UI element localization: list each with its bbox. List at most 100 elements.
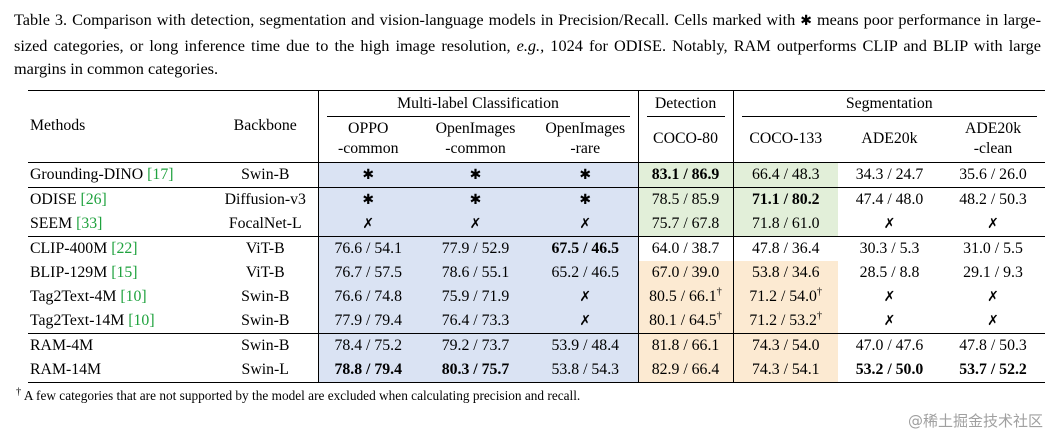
value-cell: 28.5 / 8.8 <box>859 263 920 281</box>
citation-link[interactable]: [26] <box>80 190 107 208</box>
method-name: Tag2Text-14M <box>30 311 125 329</box>
method-cell: Grounding-DINO [17] <box>28 162 213 187</box>
caption-text: e.g., <box>516 35 545 55</box>
value-cell: 48.2 / 50.3 <box>941 186 1046 212</box>
value-cell: ✗ <box>533 211 639 236</box>
method-name: ODISE <box>30 190 77 208</box>
caption-text: means poor performance in large-sized ca… <box>14 10 1041 55</box>
value-cell: ✱ <box>418 186 533 212</box>
method-name: RAM-4M <box>30 336 94 354</box>
value-cell: 47.8 / 50.3 <box>941 332 1046 358</box>
dagger-footnote-mark: † <box>816 310 823 322</box>
column-header: COCO-80 <box>637 117 734 163</box>
group-label: Detection <box>646 93 725 117</box>
value-cell: 71.2 / 53.2† <box>732 308 839 333</box>
column-header: OPPO -common <box>317 117 418 163</box>
value-cell: ✗ <box>838 212 941 237</box>
dagger-footnote-mark: † <box>816 286 823 298</box>
footnote-text: A few categories that are not supported … <box>23 387 581 403</box>
value-cell: 74.3 / 54.1 <box>732 357 839 382</box>
backbone-cell: ViT-B <box>213 235 318 261</box>
backbone-cell: Swin-B <box>241 287 290 305</box>
footnote-dagger: † <box>16 386 22 398</box>
method-cell: RAM-4M <box>28 332 213 358</box>
backbone-cell: ViT-B <box>245 263 285 281</box>
value-cell: ✱ <box>533 186 639 212</box>
method-cell: Tag2Text-14M [10] <box>28 309 213 334</box>
citation-link[interactable]: [15] <box>111 263 138 281</box>
caption-text: 1024 for ODISE. Notably, RAM outperforms… <box>14 35 1041 79</box>
cross-icon: ✗ <box>362 215 375 232</box>
table-body: Grounding-DINO [17] Swin-B ✱ ✱ ✱ 83.1 / 86.9 6… <box>28 162 1046 382</box>
value-cell: 81.8 / 66.1 <box>637 332 734 358</box>
value-cell: ✗ <box>941 285 1045 309</box>
star-icon: ✱ <box>579 166 592 183</box>
star-icon: ✱ <box>362 191 375 208</box>
method-name: BLIP-129M <box>30 263 108 281</box>
value-cell: 53.8 / 34.6 <box>732 260 839 285</box>
value-cell: 53.2 / 50.0 <box>855 360 924 378</box>
value-cell: 77.9 / 52.9 <box>418 235 533 261</box>
value-cell: ✗ <box>941 309 1045 334</box>
value-cell: 67.0 / 39.0 <box>637 260 734 285</box>
cross-icon: ✗ <box>883 312 896 329</box>
value-cell: 76.6 / 74.8 <box>317 284 418 309</box>
cross-icon: ✗ <box>579 288 592 305</box>
value-cell: 64.0 / 38.7 <box>637 235 734 261</box>
cross-icon: ✗ <box>987 215 999 232</box>
column-header: OpenImages -common <box>418 117 533 163</box>
table-row: BLIP-129M [15] ViT-B 76.7 / 57.5 78.6 / 55.… <box>28 260 1045 285</box>
value-cell: 82.9 / 66.4 <box>637 357 734 382</box>
method-cell: BLIP-129M [15] <box>28 261 213 285</box>
value-cell: 75.9 / 71.9 <box>418 284 533 309</box>
value-cell: ✱ <box>317 186 418 212</box>
citation-link[interactable]: [17] <box>147 165 174 183</box>
citation-link[interactable]: [10] <box>128 311 155 329</box>
method-name: Tag2Text-4M <box>30 287 117 305</box>
citation-link[interactable]: [10] <box>120 287 147 305</box>
table-row: RAM-4M Swin-B 78.4 / 75.2 79.2 / 73.7 53.9 /… <box>28 332 1046 358</box>
value-cell: ✗ <box>838 309 941 334</box>
table-row: Grounding-DINO [17] Swin-B ✱ ✱ ✱ 83.1 / 86.9 6… <box>28 162 1045 187</box>
method-cell: SEEM [33] <box>28 212 213 237</box>
group-header-multilabel: Multi-label Classification <box>317 90 639 117</box>
results-table: Methods Backbone Multi-label Classificat… <box>28 89 1046 383</box>
value-cell: 67.5 / 46.5 <box>533 235 639 261</box>
value-cell: 53.7 / 52.2 <box>959 360 1027 378</box>
value-cell: 76.7 / 57.5 <box>317 260 418 285</box>
backbone-cell: Swin-L <box>241 360 289 378</box>
value-cell: 77.9 / 79.4 <box>317 308 418 333</box>
backbone-cell: Swin-B <box>213 332 318 358</box>
value-cell: ✗ <box>533 308 639 333</box>
column-header: OpenImages -rare <box>533 117 639 163</box>
method-name: Grounding-DINO <box>30 165 144 183</box>
group-header-detection: Detection <box>637 90 734 117</box>
table-row: Tag2Text-4M [10] Swin-B 76.6 / 74.8 75.9 / … <box>28 284 1045 309</box>
backbone-cell: FocalNet-L <box>228 214 302 232</box>
method-name: SEEM <box>30 214 73 232</box>
method-name: RAM-14M <box>30 360 102 378</box>
table-row: SEEM [33] FocalNet-L ✗ ✗ ✗ 75.7 / 67.8 71.8 / … <box>28 211 1045 237</box>
value-cell: 65.2 / 46.5 <box>533 260 639 285</box>
value-cell: 47.8 / 36.4 <box>732 235 839 261</box>
value-cell: 30.3 / 5.3 <box>838 235 942 261</box>
value-cell: 79.2 / 73.7 <box>418 332 533 358</box>
citation-link[interactable]: [22] <box>111 239 138 257</box>
dagger-footnote-mark: † <box>716 310 722 322</box>
table-header: Methods Backbone Multi-label Classificat… <box>28 90 1046 163</box>
value-cell: 78.4 / 75.2 <box>317 332 418 358</box>
value-cell: 78.5 / 85.9 <box>637 186 734 212</box>
group-label: Multi-label Classification <box>326 93 630 117</box>
value-cell: 34.3 / 24.7 <box>855 165 924 183</box>
table-row: CLIP-400M [22] ViT-B 76.6 / 54.1 77.9 / 52.… <box>28 235 1046 261</box>
group-header-segmentation: Segmentation <box>732 90 1046 117</box>
star-icon: ✱ <box>469 191 482 208</box>
citation-link[interactable]: [33] <box>76 214 103 232</box>
value-cell: 75.7 / 67.8 <box>637 211 734 236</box>
column-header-row: OPPO -common OpenImages -common OpenImages -r… <box>28 117 1046 163</box>
value-cell: 53.9 / 48.4 <box>533 332 639 358</box>
column-header: COCO-133 <box>732 117 839 163</box>
value-cell: 31.0 / 5.5 <box>941 235 1046 261</box>
value-cell: 71.2 / 54.0† <box>732 284 839 309</box>
value-cell: ✱ <box>418 162 533 187</box>
